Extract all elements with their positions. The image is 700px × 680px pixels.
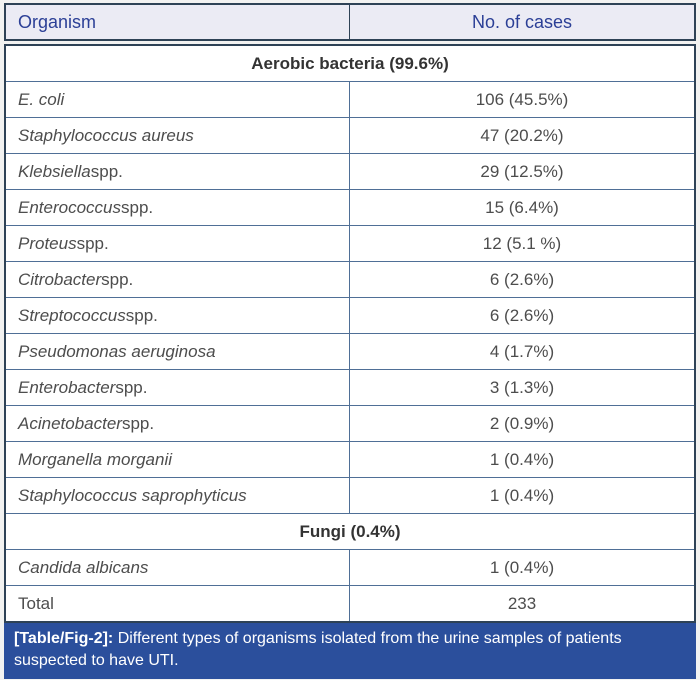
organism-cell: Morganella morganii bbox=[6, 442, 350, 477]
table-row-pseudomonas: Pseudomonas aeruginosa 4 (1.7%) bbox=[6, 334, 694, 370]
organism-name: Streptococcus bbox=[18, 305, 126, 325]
table-row-candida: Candida albicans 1 (0.4%) bbox=[6, 550, 694, 586]
table-row-morganella: Morganella morganii 1 (0.4%) bbox=[6, 442, 694, 478]
organism-cell: Klebsiella spp. bbox=[6, 154, 350, 189]
table-row-staph-saprophyticus: Staphylococcus saprophyticus 1 (0.4%) bbox=[6, 478, 694, 514]
organism-suffix: spp. bbox=[125, 305, 158, 325]
organism-suffix: spp. bbox=[115, 377, 148, 397]
organism-suffix: spp. bbox=[121, 413, 155, 433]
section-row-fungi: Fungi (0.4%) bbox=[6, 514, 694, 550]
organism-column-header: Organism bbox=[6, 5, 350, 39]
organism-cell: Candida albicans bbox=[6, 550, 350, 585]
table-body: Aerobic bacteria (99.6%) E. coli 106 (45… bbox=[4, 44, 696, 623]
cases-cell: 6 (2.6%) bbox=[489, 305, 555, 325]
cases-cell: 4 (1.7%) bbox=[489, 341, 555, 361]
caption-tag: [Table/Fig-2]: bbox=[14, 630, 114, 647]
table-caption: [Table/Fig-2]: Different types of organi… bbox=[4, 623, 696, 680]
organism-name: Pseudomonas aeruginosa bbox=[18, 341, 216, 361]
organism-name: Morganella morganii bbox=[18, 449, 173, 469]
organism-name: Proteus bbox=[18, 233, 77, 253]
table-header-row: Organism No. of cases bbox=[4, 3, 696, 41]
organism-suffix: Total bbox=[18, 593, 54, 613]
organism-cell: Total bbox=[6, 586, 350, 621]
section-label: Fungi (0.4%) bbox=[299, 521, 401, 541]
organism-name: Acinetobacter bbox=[18, 413, 122, 433]
cases-cell: 1 (0.4%) bbox=[489, 485, 555, 505]
organism-cell: Citrobacter spp. bbox=[6, 262, 350, 297]
table-row-klebsiella: Klebsiella spp. 29 (12.5%) bbox=[6, 154, 694, 190]
organism-cell: Staphylococcus saprophyticus bbox=[6, 478, 350, 513]
table-row-enterobacter: Enterobacter spp. 3 (1.3%) bbox=[6, 370, 694, 406]
cases-cell: 106 (45.5%) bbox=[475, 89, 569, 109]
cases-cell: 29 (12.5%) bbox=[480, 161, 564, 181]
organism-cell: Acinetobacter spp. bbox=[6, 406, 350, 441]
organism-cell: Proteus spp. bbox=[6, 226, 350, 261]
organism-cell: Enterobacter spp. bbox=[6, 370, 350, 405]
organism-name: E. coli bbox=[18, 89, 65, 109]
section-label: Aerobic bacteria (99.6%) bbox=[251, 53, 449, 73]
table-row-proteus: Proteus spp. 12 (5.1 %) bbox=[6, 226, 694, 262]
organism-suffix: spp. bbox=[76, 233, 109, 253]
cases-cell: 1 (0.4%) bbox=[489, 449, 555, 469]
cases-cell: 6 (2.6%) bbox=[489, 269, 555, 289]
table-row-streptococcus: Streptococcus spp. 6 (2.6%) bbox=[6, 298, 694, 334]
organism-name: Enterococcus bbox=[18, 197, 121, 217]
organism-suffix: spp. bbox=[90, 161, 123, 181]
table-row-ecoli: E. coli 106 (45.5%) bbox=[6, 82, 694, 118]
table-row-total: Total 233 bbox=[6, 586, 694, 621]
table-row-enterococcus: Enterococcus spp. 15 (6.4%) bbox=[6, 190, 694, 226]
organism-name: Klebsiella bbox=[18, 161, 91, 181]
cases-cell: 3 (1.3%) bbox=[489, 377, 555, 397]
organism-name: Staphylococcus aureus bbox=[18, 125, 194, 145]
organism-suffix: spp. bbox=[121, 197, 154, 217]
cases-cell: 1 (0.4%) bbox=[489, 557, 555, 577]
cases-cell: 47 (20.2%) bbox=[480, 125, 564, 145]
organism-name: Enterobacter bbox=[18, 377, 116, 397]
organism-cell: Pseudomonas aeruginosa bbox=[6, 334, 350, 369]
table-row-acinetobacter: Acinetobacter spp. 2 (0.9%) bbox=[6, 406, 694, 442]
cases-cell: 233 bbox=[507, 593, 537, 613]
organism-name: Citrobacter bbox=[18, 269, 102, 289]
organism-name: Candida albicans bbox=[18, 557, 149, 577]
organism-cell: Enterococcus spp. bbox=[6, 190, 350, 225]
cases-cell: 12 (5.1 %) bbox=[482, 233, 562, 253]
organism-cell: Streptococcus spp. bbox=[6, 298, 350, 333]
organism-name: Staphylococcus saprophyticus bbox=[18, 485, 247, 505]
cases-column-header: No. of cases bbox=[471, 11, 573, 32]
table-row-citrobacter: Citrobacter spp. 6 (2.6%) bbox=[6, 262, 694, 298]
caption-text: Different types of organisms isolated fr… bbox=[14, 630, 622, 670]
organism-cell: E. coli bbox=[6, 82, 350, 117]
cases-cell: 2 (0.9%) bbox=[489, 413, 555, 433]
table-row-staph-aureus: Staphylococcus aureus 47 (20.2%) bbox=[6, 118, 694, 154]
organism-cell: Staphylococcus aureus bbox=[6, 118, 350, 153]
section-row-aerobic: Aerobic bacteria (99.6%) bbox=[6, 46, 694, 82]
organism-suffix: spp. bbox=[101, 269, 134, 289]
cases-cell: 15 (6.4%) bbox=[485, 197, 559, 217]
